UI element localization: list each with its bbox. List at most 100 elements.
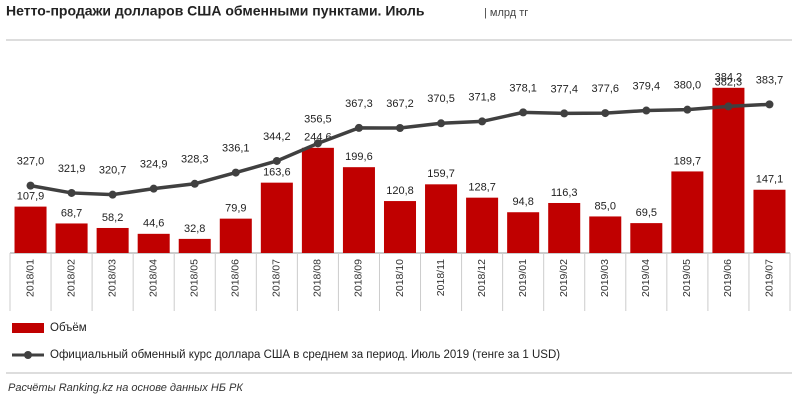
x-tick-label: 2018/05 bbox=[189, 259, 201, 297]
line-value-label: 356,5 bbox=[304, 113, 332, 125]
x-tick-label: 2018/11 bbox=[435, 259, 447, 296]
line-value-label: 328,3 bbox=[181, 154, 209, 166]
line-marker bbox=[313, 139, 322, 148]
x-tick-label: 2019/01 bbox=[517, 259, 529, 297]
x-tick-label: 2018/03 bbox=[106, 259, 118, 297]
x-tick-label: 2019/05 bbox=[681, 259, 693, 297]
line-marker bbox=[26, 181, 35, 190]
bar-value-label: 199,6 bbox=[345, 151, 373, 163]
x-tick-label: 2018/01 bbox=[24, 259, 36, 297]
bar bbox=[630, 223, 663, 253]
x-tick-label: 2018/06 bbox=[230, 259, 242, 297]
line-marker bbox=[272, 156, 281, 165]
line-marker bbox=[396, 124, 404, 133]
line-value-label: 378,1 bbox=[509, 82, 537, 94]
legend-label: Официальный обменный курс доллара США в … bbox=[50, 349, 560, 361]
bar-value-label: 128,7 bbox=[468, 182, 496, 194]
chart-subtitle: | млрд тг bbox=[484, 7, 528, 19]
line-marker bbox=[67, 188, 76, 197]
bar bbox=[14, 206, 47, 253]
bar bbox=[753, 189, 786, 253]
bar-value-label: 69,5 bbox=[636, 207, 657, 219]
line-value-label: 380,0 bbox=[674, 80, 702, 92]
line-value-label: 320,7 bbox=[99, 165, 127, 177]
bar bbox=[548, 202, 581, 253]
source: Расчёты Ranking.kz на основе данных НБ Р… bbox=[8, 382, 243, 394]
line-marker bbox=[765, 100, 774, 109]
line-value-label: 321,9 bbox=[58, 163, 86, 175]
line-value-label: 377,6 bbox=[591, 83, 619, 95]
line-value-label: 383,7 bbox=[756, 74, 784, 86]
bar-value-label: 116,3 bbox=[551, 187, 578, 199]
bar-value-label: 147,1 bbox=[756, 174, 784, 186]
bar bbox=[260, 182, 293, 253]
bar-value-label: 120,8 bbox=[386, 185, 414, 197]
line-marker bbox=[683, 105, 692, 114]
bar bbox=[301, 147, 334, 253]
legend-symbol bbox=[12, 323, 44, 333]
bar bbox=[137, 233, 170, 253]
line-marker bbox=[108, 190, 117, 199]
line bbox=[30, 102, 770, 197]
bar bbox=[466, 197, 499, 253]
x-tick-label: 2018/02 bbox=[65, 259, 77, 297]
chart-title: Нетто-продажи долларов США обменными пун… bbox=[6, 3, 425, 19]
bar bbox=[55, 223, 88, 253]
bar-value-label: 94,8 bbox=[512, 196, 533, 208]
line-marker bbox=[478, 117, 487, 126]
x-tick-label: 2018/04 bbox=[147, 259, 159, 297]
line-value-label: 382,3 bbox=[715, 76, 743, 88]
line-marker bbox=[437, 119, 446, 128]
bar-value-label: 85,0 bbox=[595, 200, 616, 212]
x-tick-label: 2018/12 bbox=[476, 259, 488, 297]
legend-label: Объём bbox=[50, 322, 87, 334]
x-tick-label: 2019/04 bbox=[640, 259, 652, 297]
line-marker bbox=[354, 123, 363, 132]
x-tick-label: 2019/03 bbox=[599, 259, 611, 297]
line-marker bbox=[519, 108, 528, 117]
line-marker bbox=[724, 102, 733, 111]
bar bbox=[712, 87, 745, 253]
line-value-label: 367,2 bbox=[386, 98, 414, 110]
line-marker bbox=[190, 179, 199, 188]
line-value-label: 367,3 bbox=[345, 98, 373, 110]
bar-value-label: 32,8 bbox=[184, 223, 205, 235]
line-value-label: 377,4 bbox=[550, 83, 578, 95]
bar bbox=[383, 201, 417, 253]
bar bbox=[96, 227, 129, 253]
bar-value-label: 58,2 bbox=[102, 212, 123, 224]
bar bbox=[178, 238, 211, 253]
bar bbox=[425, 184, 458, 253]
line-value-label: 344,2 bbox=[263, 131, 291, 143]
bar bbox=[589, 216, 622, 253]
line-marker bbox=[601, 109, 610, 118]
x-tick-label: 2019/06 bbox=[722, 259, 734, 297]
bar-value-label: 189,7 bbox=[674, 155, 702, 167]
line-value-label: 370,5 bbox=[427, 93, 455, 105]
x-tick-label: 2019/02 bbox=[558, 259, 570, 297]
x-tick-label: 2018/09 bbox=[353, 259, 365, 297]
bar-value-label: 79,9 bbox=[225, 203, 246, 215]
line-value-label: 379,4 bbox=[633, 80, 661, 92]
line-marker bbox=[231, 168, 240, 177]
bar bbox=[219, 218, 252, 253]
line-marker bbox=[560, 109, 569, 118]
x-tick-label: 2018/08 bbox=[312, 259, 324, 297]
legend-symbol bbox=[24, 351, 32, 359]
bar-value-label: 163,6 bbox=[263, 167, 291, 179]
bar-value-label: 44,6 bbox=[143, 218, 164, 230]
x-tick-label: 2019/07 bbox=[763, 259, 775, 297]
line-value-label: 336,1 bbox=[222, 142, 250, 154]
bar-value-label: 68,7 bbox=[61, 207, 82, 219]
line-value-label: 371,8 bbox=[468, 91, 496, 103]
bar-value-label: 384,2 bbox=[715, 72, 743, 84]
line-marker bbox=[149, 184, 158, 193]
bar bbox=[507, 212, 540, 253]
line-value-label: 324,9 bbox=[140, 159, 168, 171]
x-tick-label: 2018/10 bbox=[394, 259, 406, 297]
line-value-label: 327,0 bbox=[17, 156, 45, 168]
bar bbox=[671, 171, 704, 253]
line-marker bbox=[642, 106, 651, 115]
bar bbox=[342, 167, 375, 253]
